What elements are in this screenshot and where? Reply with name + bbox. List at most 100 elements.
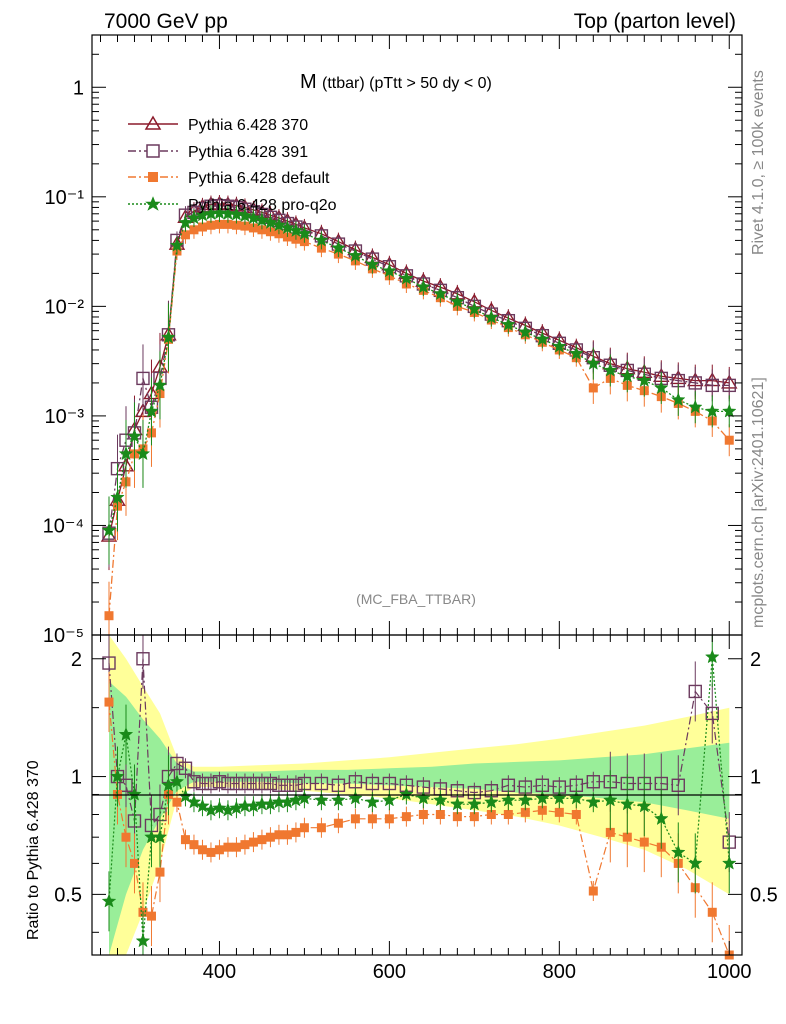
data-point bbox=[314, 792, 329, 807]
data-point bbox=[263, 214, 278, 229]
data-point bbox=[297, 226, 312, 240]
data-point bbox=[707, 907, 717, 917]
data-point bbox=[229, 776, 244, 791]
data-point bbox=[382, 792, 397, 807]
ratio-y-tick-label-right: 2 bbox=[750, 649, 761, 671]
y-tick-label: 10⁻⁴ bbox=[43, 515, 84, 537]
data-point bbox=[401, 812, 411, 822]
data-point bbox=[263, 776, 278, 791]
data-point bbox=[204, 776, 218, 791]
ratio-y-tick-label: 1 bbox=[71, 767, 82, 789]
data-point bbox=[724, 435, 734, 445]
data-point bbox=[206, 847, 216, 857]
data-point bbox=[653, 380, 669, 395]
data-point bbox=[670, 392, 686, 407]
data-point bbox=[288, 223, 304, 237]
y-tick-label: 10⁻¹ bbox=[45, 187, 85, 209]
y-tick-label: 10⁻³ bbox=[45, 406, 85, 428]
data-point bbox=[484, 794, 499, 809]
data-point bbox=[214, 219, 224, 229]
data-point bbox=[433, 792, 448, 807]
data-point bbox=[365, 257, 380, 271]
data-point bbox=[416, 790, 431, 805]
data-point bbox=[291, 827, 301, 837]
data-point bbox=[484, 309, 499, 324]
data-point bbox=[152, 829, 168, 844]
data-point bbox=[152, 377, 168, 392]
data-point bbox=[229, 206, 244, 221]
data-point bbox=[297, 790, 312, 805]
legend-entry-pro-q2o: Pythia 6.428 pro-q2o bbox=[128, 196, 337, 214]
data-point bbox=[282, 830, 292, 840]
data-point bbox=[688, 684, 702, 699]
data-point bbox=[639, 837, 649, 847]
data-point bbox=[169, 237, 185, 252]
data-point bbox=[653, 811, 669, 826]
legend-label: Pythia 6.428 391 bbox=[188, 144, 308, 161]
data-point bbox=[136, 371, 150, 386]
data-point bbox=[102, 656, 116, 670]
data-point bbox=[721, 855, 737, 870]
data-point bbox=[704, 649, 720, 664]
data-point bbox=[588, 886, 598, 896]
data-point bbox=[178, 788, 193, 803]
data-point bbox=[246, 210, 261, 225]
data-point bbox=[619, 368, 635, 383]
data-point bbox=[212, 775, 227, 789]
data-point bbox=[206, 220, 216, 230]
data-point bbox=[452, 812, 462, 822]
data-point bbox=[467, 301, 482, 316]
data-point bbox=[486, 809, 496, 819]
data-point bbox=[212, 205, 227, 220]
x-tick-label: 1000 bbox=[707, 961, 752, 983]
data-point bbox=[588, 383, 598, 393]
data-point bbox=[450, 796, 465, 811]
data-point bbox=[418, 809, 428, 819]
triangle-open-icon bbox=[144, 115, 162, 130]
data-point bbox=[636, 372, 652, 387]
data-point bbox=[722, 378, 736, 393]
data-point bbox=[331, 240, 346, 255]
data-point bbox=[101, 893, 117, 908]
x-tick-label: 400 bbox=[203, 961, 236, 983]
data-point bbox=[384, 814, 394, 824]
data-point bbox=[223, 219, 233, 229]
data-point bbox=[585, 355, 601, 370]
data-point bbox=[118, 446, 134, 461]
data-point bbox=[586, 775, 601, 789]
data-point bbox=[619, 796, 635, 811]
data-point bbox=[399, 786, 414, 801]
data-point bbox=[316, 823, 326, 833]
data-point bbox=[186, 794, 202, 809]
data-point bbox=[257, 225, 267, 235]
data-point bbox=[520, 807, 530, 817]
data-point bbox=[501, 792, 516, 807]
series-4 bbox=[101, 204, 737, 565]
data-point bbox=[280, 778, 295, 792]
data-point bbox=[605, 827, 615, 837]
legend-label: Pythia 6.428 default bbox=[188, 170, 330, 187]
data-point bbox=[671, 778, 685, 792]
series-line bbox=[108, 205, 730, 534]
data-point bbox=[248, 837, 258, 847]
data-point bbox=[127, 428, 142, 443]
series-line bbox=[108, 212, 730, 531]
ratio-y-tick-label: 0.5 bbox=[54, 884, 82, 906]
data-point bbox=[670, 844, 686, 859]
legend-entry-391: Pythia 6.428 391 bbox=[128, 144, 308, 161]
data-point bbox=[265, 227, 275, 237]
data-point bbox=[240, 840, 250, 850]
data-point bbox=[721, 403, 737, 418]
data-point bbox=[274, 830, 284, 840]
ratio-y-axis-label: Ratio to Pythia 6.428 370 bbox=[25, 760, 42, 940]
header-left: 7000 GeV pp bbox=[104, 10, 228, 33]
plot-title-sub: (ttbar) (pTtt > 50 dy < 0) bbox=[322, 75, 492, 92]
data-point bbox=[272, 778, 286, 792]
y-tick-label: 10⁻² bbox=[45, 296, 85, 318]
data-point bbox=[223, 842, 233, 852]
data-point bbox=[135, 446, 151, 461]
ratio-y-tick-label-right: 0.5 bbox=[750, 884, 778, 906]
y-tick-label: 10⁻⁵ bbox=[43, 625, 84, 647]
ratio-x-axis: 400 600 800 1000 bbox=[99, 635, 752, 983]
data-point bbox=[271, 217, 287, 232]
